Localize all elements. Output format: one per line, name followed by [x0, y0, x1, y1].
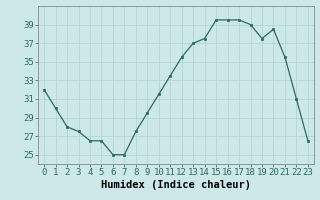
X-axis label: Humidex (Indice chaleur): Humidex (Indice chaleur) [101, 180, 251, 190]
